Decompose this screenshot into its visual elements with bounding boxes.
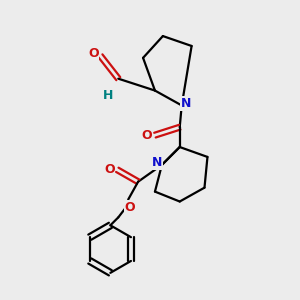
- Text: O: O: [142, 129, 152, 142]
- Text: O: O: [88, 47, 99, 60]
- Text: N: N: [152, 156, 162, 170]
- Text: H: H: [103, 89, 114, 102]
- Text: O: O: [104, 163, 115, 176]
- Text: N: N: [181, 97, 191, 110]
- Text: O: O: [125, 201, 136, 214]
